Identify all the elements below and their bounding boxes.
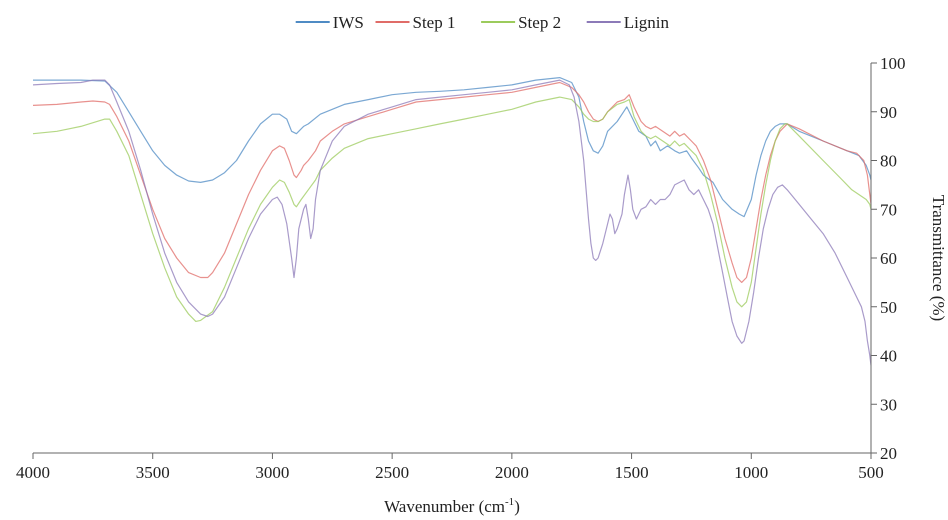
x-axis-title: Wavenumber (cm-1) (384, 496, 520, 516)
y-tick-label: 80 (880, 152, 897, 171)
x-tick-label: 3500 (136, 463, 170, 482)
series-line-iws (33, 77, 872, 218)
legend-label-lignin: Lignin (624, 13, 670, 32)
x-tick-label: 3000 (255, 463, 289, 482)
x-tick-label: 1000 (734, 463, 768, 482)
y-axis-title: Transmittance (%) (929, 195, 948, 321)
legend-label-step-2: Step 2 (518, 13, 561, 32)
legend-label-iws: IWS (333, 13, 364, 32)
y-tick-label: 30 (880, 395, 897, 414)
x-tick-label: 1500 (615, 463, 649, 482)
series-line-step-1 (32, 81, 872, 283)
y-tick-label: 90 (880, 103, 897, 122)
x-tick-label: 2000 (495, 463, 529, 482)
x-tick-label: 4000 (16, 463, 50, 482)
y-tick-label: 70 (880, 200, 897, 219)
series-line-lignin (32, 79, 872, 366)
y-tick-label: 60 (880, 249, 897, 268)
y-axis: 20 30 40 50 60 70 80 90 100 (870, 54, 906, 463)
y-tick-label: 100 (880, 54, 906, 73)
y-tick-label: 50 (880, 298, 897, 317)
legend-label-step-1: Step 1 (413, 13, 456, 32)
x-tick-label: 500 (858, 463, 884, 482)
series-lines (32, 77, 872, 366)
chart-legend: IWS Step 1 Step 2 Lignin (295, 13, 670, 32)
x-tick-label: 2500 (375, 463, 409, 482)
y-tick-label: 20 (880, 444, 897, 463)
series-line-step-2 (32, 96, 872, 322)
y-tick-label: 40 (880, 347, 897, 366)
x-axis: 4000 3500 3000 2500 2000 1500 1000 500 (16, 452, 884, 482)
